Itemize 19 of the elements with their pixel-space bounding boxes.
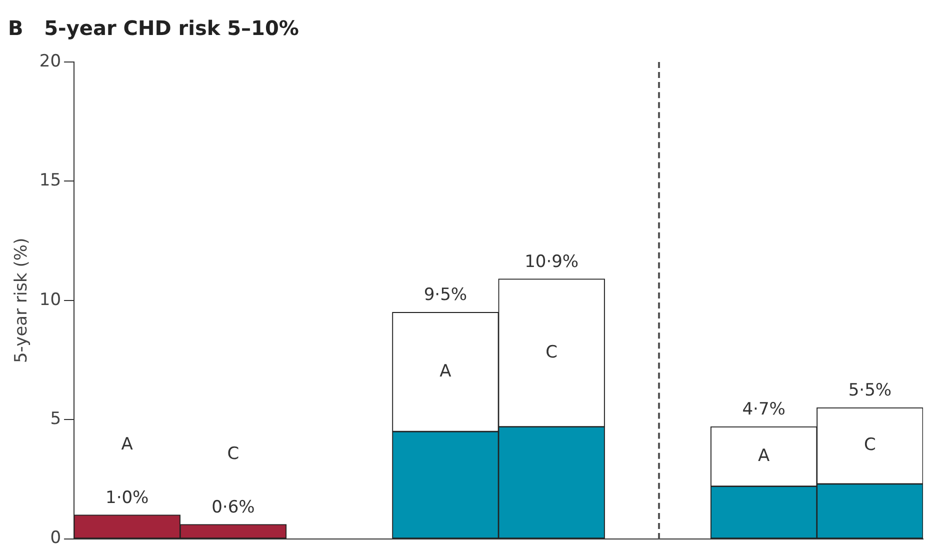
total-label: 0·6% [212,497,255,518]
annotation: A [440,361,452,382]
y-tick-label: 5 [50,409,62,430]
y-tick-label: 0 [50,528,62,548]
annotation: C [864,435,876,456]
annotation: C [546,342,558,362]
total-label: 10·9% [524,252,579,272]
annotation: A [121,434,134,454]
total-label: 5·5% [848,380,892,401]
chart-title: B 5-year CHD risk 5–10% [8,16,299,40]
y-axis-title: 5-year risk (%) [12,238,32,364]
y-tick-label: 20 [39,51,62,72]
y-tick-label: 10 [39,290,62,310]
total-label: 9·5% [424,285,468,306]
total-label: 4·7% [742,400,786,420]
annotation: C [227,444,240,464]
annotation: A [758,446,770,466]
total-label: 1·0% [105,488,149,508]
y-tick-label: 15 [39,170,62,191]
